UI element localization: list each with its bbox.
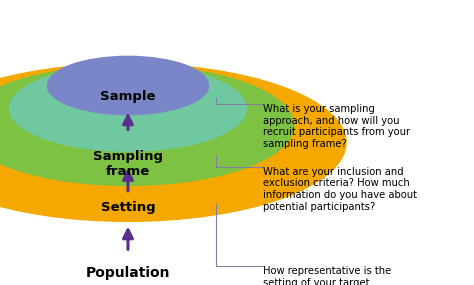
Ellipse shape bbox=[47, 56, 209, 115]
Text: Setting: Setting bbox=[100, 201, 155, 214]
Text: Sampling
frame: Sampling frame bbox=[93, 150, 163, 178]
Text: What are your inclusion and
exclusion criteria? How much
information do you have: What are your inclusion and exclusion cr… bbox=[263, 167, 417, 211]
Ellipse shape bbox=[0, 66, 294, 185]
Text: Sample: Sample bbox=[100, 90, 156, 103]
Ellipse shape bbox=[0, 64, 346, 221]
Text: Population: Population bbox=[86, 266, 170, 280]
Ellipse shape bbox=[9, 66, 246, 151]
Text: What is your sampling
approach, and how will you
recruit participants from your
: What is your sampling approach, and how … bbox=[263, 104, 410, 149]
Text: How representative is the
setting of your target
population, will gatekeepers
pr: How representative is the setting of you… bbox=[263, 266, 424, 285]
